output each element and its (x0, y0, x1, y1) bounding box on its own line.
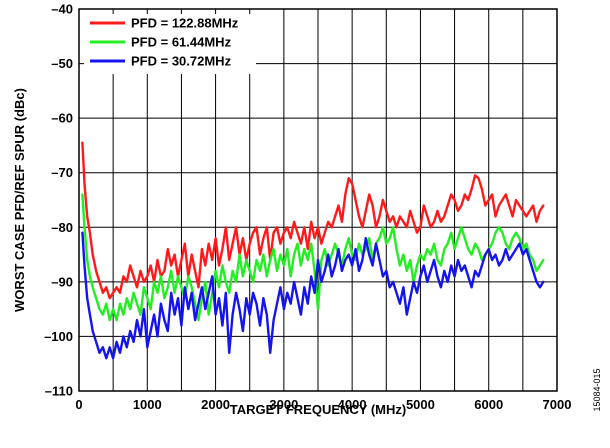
x-tick-label: 2000 (201, 397, 230, 412)
x-tick-label: 6000 (474, 397, 503, 412)
x-tick-label: 4000 (338, 397, 367, 412)
series-line-2 (81, 193, 545, 322)
x-tick-label: 3000 (269, 397, 298, 412)
x-axis-title: TARGET FREQUENCY (MHz) (230, 402, 406, 417)
series-layer (81, 141, 545, 360)
y-axis-title: WORST CASE PFD/REF SPUR (dBc) (12, 88, 27, 312)
plot-frame (78, 8, 558, 392)
x-tick-label: 0 (75, 397, 82, 412)
y-tick-label: –70 (51, 165, 73, 180)
legend: PFD = 122.88MHz PFD = 61.44MHz PFD = 30.72… (84, 14, 256, 74)
series-line-1 (81, 141, 545, 300)
x-tick-label: 1000 (133, 397, 162, 412)
x-tick-labels: 0 1000 2000 3000 4000 5000 6000 7000 (75, 397, 571, 412)
y-tick-label: –80 (51, 220, 73, 235)
y-tick-label: –40 (51, 2, 73, 17)
x-tick-label: 7000 (543, 397, 572, 412)
y-tick-label: –110 (45, 384, 73, 399)
legend-label: PFD = 30.72MHz (131, 54, 232, 69)
x-tick-label: 5000 (406, 397, 435, 412)
y-tick-label: –100 (44, 329, 73, 344)
series-line-3 (81, 231, 545, 360)
legend-label: PFD = 122.88MHz (131, 16, 239, 31)
y-tick-labels: –40 –50 –60 –70 –80 –90 –100 –110 (44, 2, 73, 399)
y-tick-label: –50 (51, 56, 73, 71)
y-tick-label: –60 (51, 111, 73, 126)
legend-label: PFD = 61.44MHz (131, 35, 232, 50)
figure-id: 15084-015 (592, 368, 602, 411)
y-tick-label: –90 (51, 274, 73, 289)
